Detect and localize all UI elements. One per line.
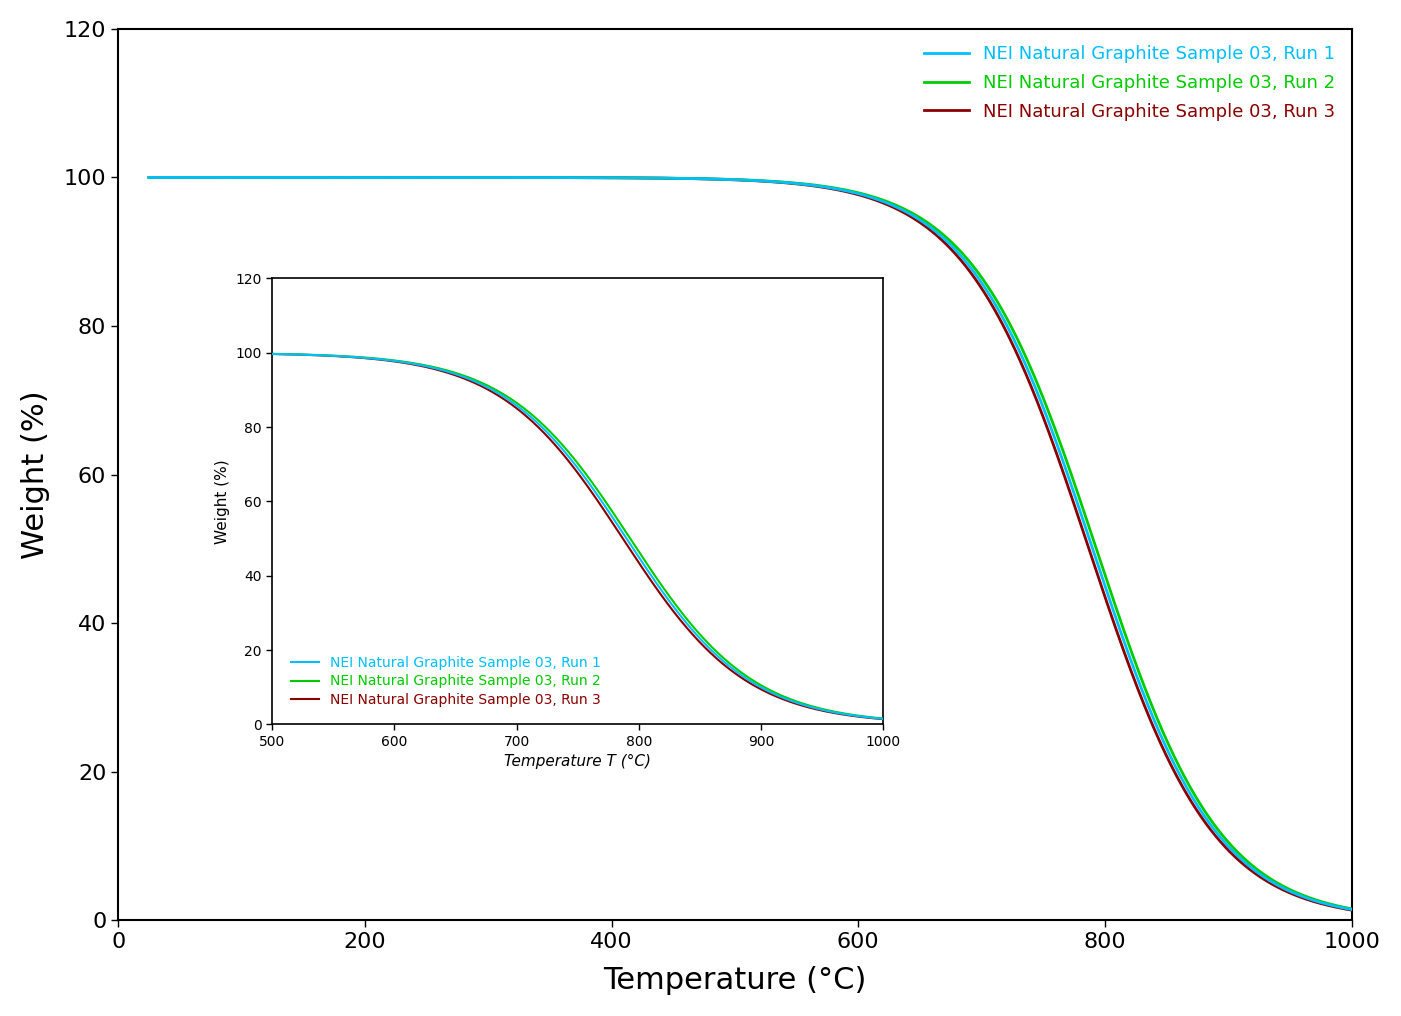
NEI Natural Graphite Sample 03, Run 3 — [1320, 899, 1337, 911]
NEI Natural Graphite Sample 03, Run 3 — [602, 172, 619, 184]
NEI Natural Graphite Sample 03, Run 1 — [140, 172, 157, 184]
Y-axis label: Weight (%): Weight (%) — [21, 390, 50, 559]
NEI Natural Graphite Sample 03, Run 1 — [277, 172, 294, 184]
NEI Natural Graphite Sample 03, Run 2 — [1344, 903, 1360, 915]
NEI Natural Graphite Sample 03, Run 2 — [1189, 796, 1206, 808]
NEI Natural Graphite Sample 03, Run 3 — [140, 172, 157, 184]
NEI Natural Graphite Sample 03, Run 1 — [349, 172, 366, 184]
Legend: NEI Natural Graphite Sample 03, Run 1, NEI Natural Graphite Sample 03, Run 2, NE: NEI Natural Graphite Sample 03, Run 1, N… — [916, 38, 1342, 128]
Line: NEI Natural Graphite Sample 03, Run 3: NEI Natural Graphite Sample 03, Run 3 — [149, 178, 1352, 910]
NEI Natural Graphite Sample 03, Run 1 — [1189, 802, 1206, 814]
NEI Natural Graphite Sample 03, Run 3 — [1344, 904, 1360, 916]
NEI Natural Graphite Sample 03, Run 1 — [654, 172, 671, 184]
NEI Natural Graphite Sample 03, Run 2 — [349, 172, 366, 184]
NEI Natural Graphite Sample 03, Run 2 — [277, 172, 294, 184]
NEI Natural Graphite Sample 03, Run 3 — [349, 172, 366, 184]
NEI Natural Graphite Sample 03, Run 2 — [654, 172, 671, 184]
Line: NEI Natural Graphite Sample 03, Run 1: NEI Natural Graphite Sample 03, Run 1 — [149, 178, 1352, 909]
NEI Natural Graphite Sample 03, Run 3 — [277, 172, 294, 184]
Line: NEI Natural Graphite Sample 03, Run 2: NEI Natural Graphite Sample 03, Run 2 — [149, 178, 1352, 909]
NEI Natural Graphite Sample 03, Run 1 — [1344, 903, 1360, 915]
NEI Natural Graphite Sample 03, Run 3 — [654, 172, 671, 184]
NEI Natural Graphite Sample 03, Run 2 — [1320, 897, 1337, 909]
NEI Natural Graphite Sample 03, Run 1 — [1320, 898, 1337, 910]
X-axis label: Temperature (°C): Temperature (°C) — [604, 966, 867, 995]
NEI Natural Graphite Sample 03, Run 3 — [1189, 807, 1206, 819]
NEI Natural Graphite Sample 03, Run 2 — [602, 172, 619, 184]
NEI Natural Graphite Sample 03, Run 1 — [602, 172, 619, 184]
NEI Natural Graphite Sample 03, Run 2 — [140, 172, 157, 184]
